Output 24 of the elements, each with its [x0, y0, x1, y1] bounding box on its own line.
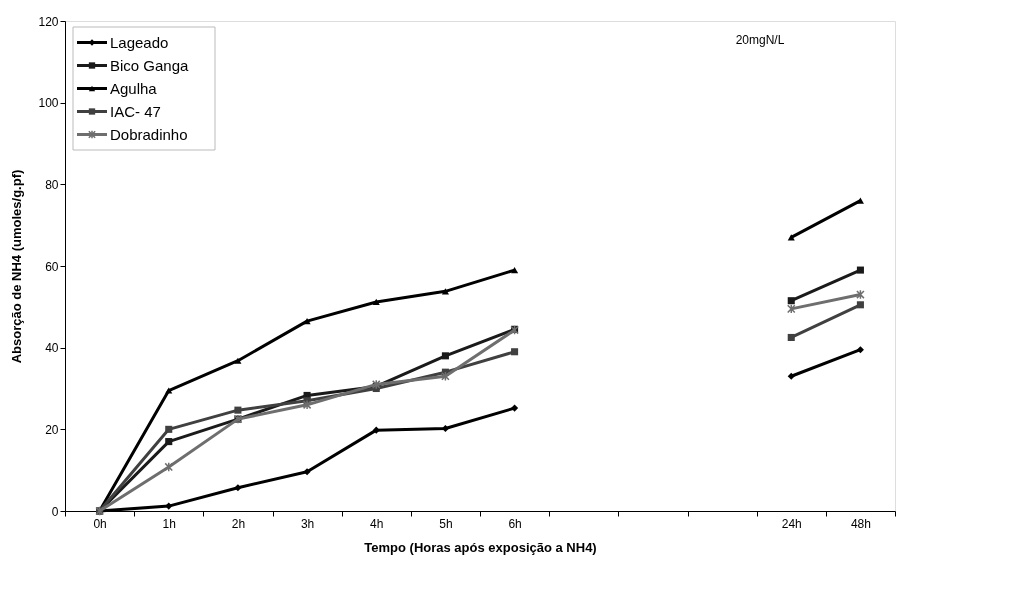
y-tick-label: 100 [38, 96, 59, 111]
y-tick-label: 0 [51, 504, 59, 519]
legend-label: Bico Ganga [110, 56, 190, 74]
legend-label: IAC- 47 [110, 102, 161, 120]
x-tick-label: 2h [231, 516, 246, 531]
y-tick-label: 80 [45, 177, 59, 192]
x-tick-label: 0h [93, 516, 107, 531]
y-tick-label: 20 [45, 422, 59, 437]
y-axis-title: Absorção de NH4 (umoles/g.pf) [9, 169, 25, 364]
x-tick-label: 5h [439, 516, 453, 531]
x-tick-label: 24h [781, 516, 802, 531]
x-tick-label: 1h [162, 516, 176, 531]
y-tick-label: 120 [38, 14, 59, 29]
x-tick-label: 3h [300, 516, 315, 531]
x-tick-label: 4h [370, 516, 384, 531]
y-tick-label: 60 [45, 259, 59, 274]
annotation: 20mgN/L [735, 33, 785, 47]
legend-label: Agulha [110, 79, 158, 97]
y-tick-label: 40 [45, 341, 59, 356]
x-axis-title: Tempo (Horas após exposição a NH4) [364, 539, 597, 555]
x-tick-label: 48h [850, 516, 871, 531]
legend-label: Dobradinho [110, 125, 188, 143]
legend-label: Lageado [110, 33, 169, 51]
x-tick-label: 6h [508, 516, 522, 531]
